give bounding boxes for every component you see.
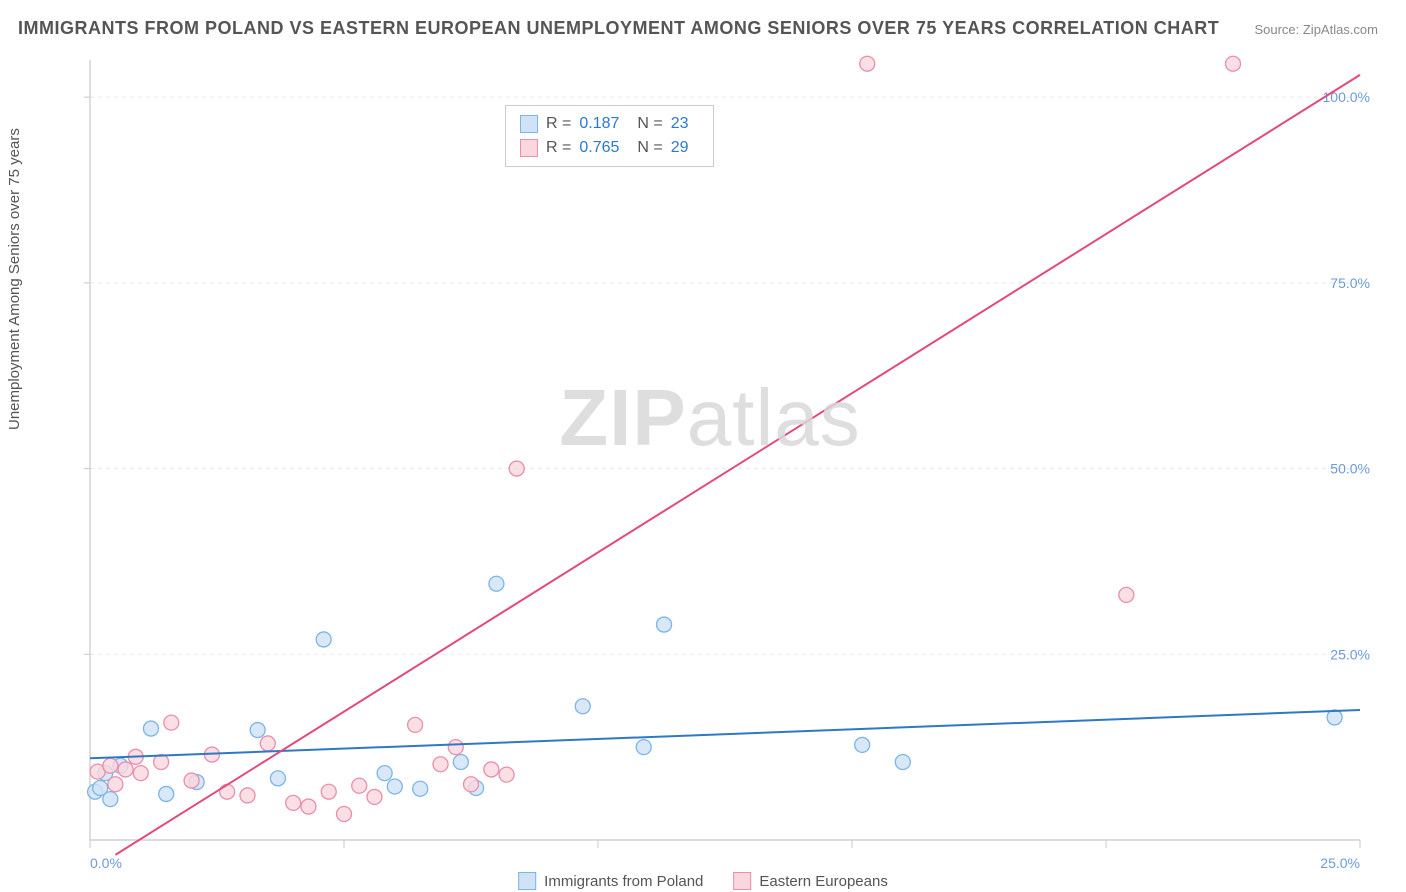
series-legend: Immigrants from Poland Eastern Europeans (518, 872, 888, 890)
stat-n-value: 29 (671, 136, 689, 160)
source-attribution: Source: ZipAtlas.com (1254, 22, 1378, 37)
legend-item: Eastern Europeans (733, 872, 887, 890)
legend-label: Eastern Europeans (759, 873, 887, 890)
legend-item: Immigrants from Poland (518, 872, 703, 890)
correlation-stats-box: R = 0.187 N = 23 R = 0.765 N = 29 (505, 105, 714, 167)
svg-text:25.0%: 25.0% (1320, 855, 1360, 871)
series-swatch (520, 139, 538, 157)
stats-row: R = 0.765 N = 29 (520, 136, 699, 160)
series-swatch (733, 872, 751, 890)
source-prefix: Source: (1254, 22, 1302, 37)
series-swatch (520, 115, 538, 133)
series-swatch (518, 872, 536, 890)
stat-n-value: 23 (671, 112, 689, 136)
stat-n-label: N = (637, 112, 662, 136)
svg-text:0.0%: 0.0% (90, 855, 122, 871)
stats-row: R = 0.187 N = 23 (520, 112, 699, 136)
svg-text:25.0%: 25.0% (1330, 646, 1370, 662)
scatter-chart: 0.0%25.0%25.0%50.0%75.0%100.0% (50, 50, 1370, 850)
stat-r-label: R = (546, 136, 571, 160)
legend-label: Immigrants from Poland (544, 873, 703, 890)
chart-title: IMMIGRANTS FROM POLAND VS EASTERN EUROPE… (18, 18, 1219, 39)
y-axis-label: Unemployment Among Seniors over 75 years (6, 128, 23, 430)
svg-text:50.0%: 50.0% (1330, 461, 1370, 477)
chart-area: ZIPatlas 0.0%25.0%25.0%50.0%75.0%100.0% … (50, 50, 1370, 850)
stat-r-value: 0.187 (579, 112, 619, 136)
svg-text:100.0%: 100.0% (1323, 89, 1370, 105)
stat-r-label: R = (546, 112, 571, 136)
source-link[interactable]: ZipAtlas.com (1303, 22, 1378, 37)
stat-n-label: N = (637, 136, 662, 160)
stat-r-value: 0.765 (579, 136, 619, 160)
svg-text:75.0%: 75.0% (1330, 275, 1370, 291)
